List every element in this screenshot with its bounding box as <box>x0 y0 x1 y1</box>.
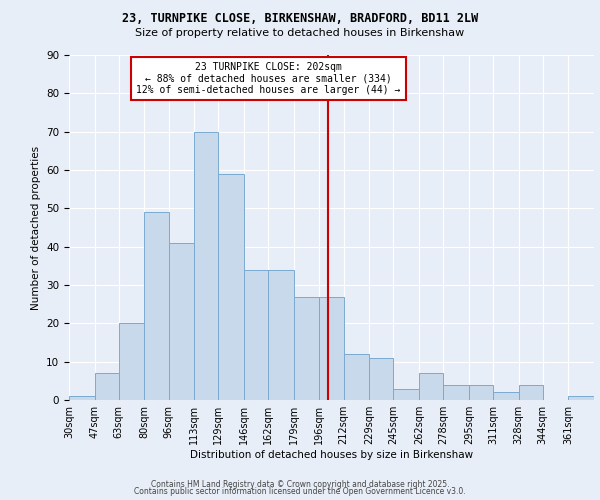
Bar <box>268 270 294 400</box>
Bar <box>244 270 268 400</box>
X-axis label: Distribution of detached houses by size in Birkenshaw: Distribution of detached houses by size … <box>190 450 473 460</box>
Bar <box>194 132 218 400</box>
Text: 23 TURNPIKE CLOSE: 202sqm
← 88% of detached houses are smaller (334)
12% of semi: 23 TURNPIKE CLOSE: 202sqm ← 88% of detac… <box>136 62 401 95</box>
Bar <box>518 384 543 400</box>
Bar <box>419 373 443 400</box>
Bar <box>218 174 244 400</box>
Bar <box>344 354 369 400</box>
Bar <box>145 212 169 400</box>
Bar <box>394 388 419 400</box>
Bar <box>169 243 194 400</box>
Y-axis label: Number of detached properties: Number of detached properties <box>31 146 41 310</box>
Bar <box>369 358 394 400</box>
Bar <box>493 392 518 400</box>
Bar <box>119 324 145 400</box>
Bar <box>469 384 493 400</box>
Text: Contains public sector information licensed under the Open Government Licence v3: Contains public sector information licen… <box>134 487 466 496</box>
Bar <box>443 384 469 400</box>
Text: 23, TURNPIKE CLOSE, BIRKENSHAW, BRADFORD, BD11 2LW: 23, TURNPIKE CLOSE, BIRKENSHAW, BRADFORD… <box>122 12 478 26</box>
Text: Size of property relative to detached houses in Birkenshaw: Size of property relative to detached ho… <box>136 28 464 38</box>
Bar <box>319 296 344 400</box>
Bar <box>568 396 594 400</box>
Bar <box>95 373 119 400</box>
Bar <box>294 296 319 400</box>
Bar <box>69 396 95 400</box>
Text: Contains HM Land Registry data © Crown copyright and database right 2025.: Contains HM Land Registry data © Crown c… <box>151 480 449 489</box>
